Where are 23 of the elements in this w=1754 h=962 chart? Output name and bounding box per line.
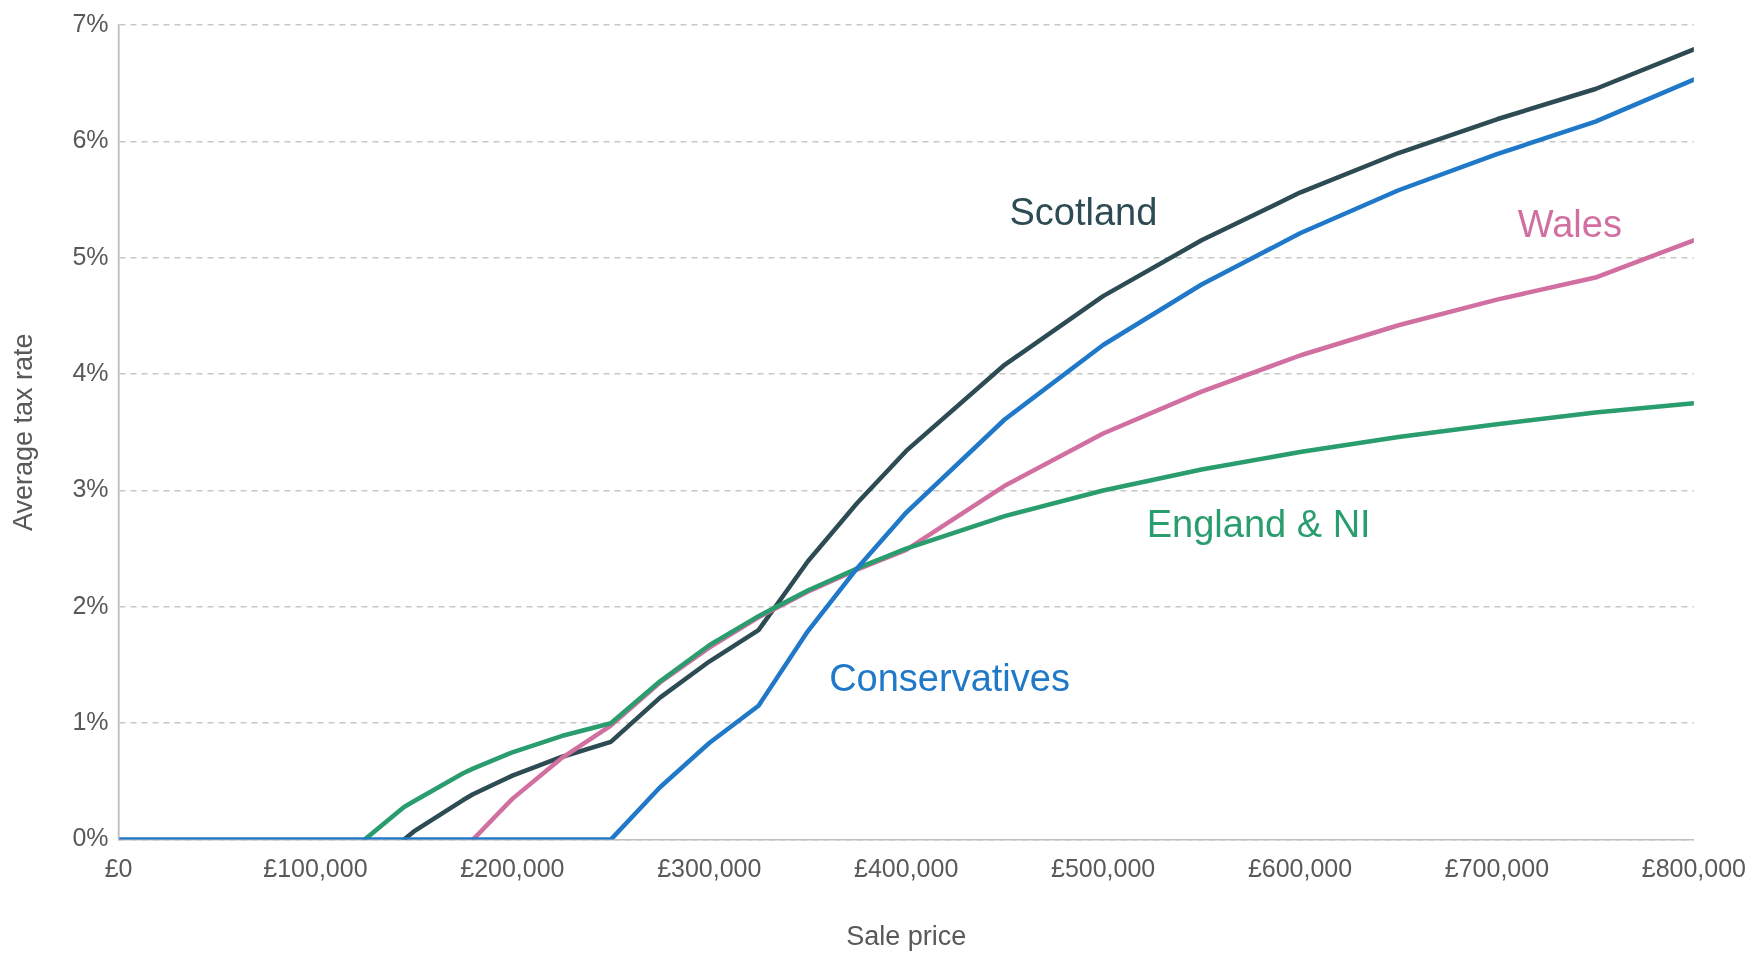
- y-tick-label: 0%: [72, 823, 109, 852]
- y-tick-label: 3%: [72, 474, 109, 503]
- y-axis-title: Average tax rate: [7, 333, 38, 532]
- y-tick-label: 2%: [72, 590, 109, 619]
- series-label: Conservatives: [829, 656, 1070, 699]
- x-tick-label: £700,000: [1444, 854, 1550, 883]
- y-tick-label: 4%: [72, 358, 109, 386]
- x-tick-label: £800,000: [1641, 854, 1746, 883]
- x-tick-label: £400,000: [854, 854, 959, 883]
- x-axis-title: Sale price: [846, 921, 967, 952]
- series-label: England & NI: [1146, 503, 1371, 546]
- x-tick-label: £600,000: [1247, 854, 1353, 883]
- series-label: Wales: [1517, 202, 1622, 245]
- x-tick-label: £0: [104, 854, 133, 883]
- x-tick-label: £100,000: [263, 854, 368, 883]
- y-tick-label: 6%: [72, 125, 109, 154]
- x-tick-label: £500,000: [1050, 854, 1156, 883]
- y-tick-label: 5%: [72, 241, 109, 270]
- y-tick-label: 1%: [72, 707, 109, 736]
- x-tick-label: £200,000: [460, 854, 565, 883]
- y-tick-label: 7%: [72, 8, 109, 37]
- series-label: Scotland: [1009, 191, 1158, 234]
- x-tick-label: £300,000: [657, 854, 762, 883]
